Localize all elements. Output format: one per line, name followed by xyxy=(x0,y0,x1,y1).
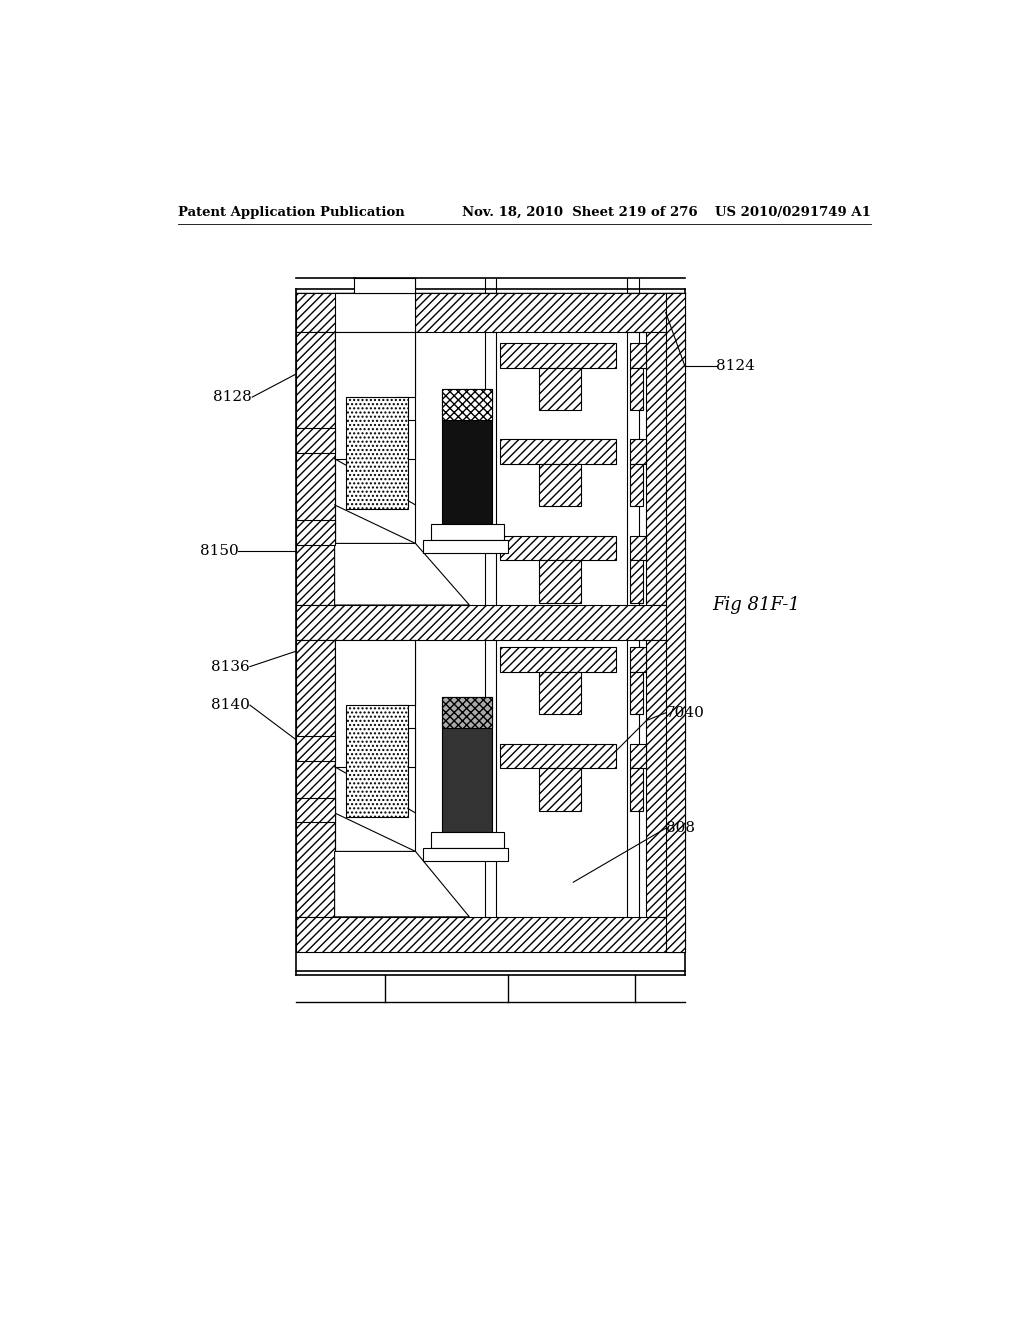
Bar xyxy=(539,768,581,810)
Bar xyxy=(423,540,508,553)
Polygon shape xyxy=(335,293,416,331)
Bar xyxy=(630,440,646,465)
Bar xyxy=(500,647,615,672)
Bar xyxy=(431,832,504,847)
Bar xyxy=(296,917,685,952)
Bar xyxy=(630,647,646,672)
Bar xyxy=(296,331,335,605)
Bar xyxy=(442,697,493,729)
Bar xyxy=(296,293,685,331)
Bar xyxy=(354,277,416,293)
Bar xyxy=(500,536,615,561)
Text: Patent Application Publication: Patent Application Publication xyxy=(178,206,406,219)
Bar xyxy=(630,672,643,714)
Text: 8140: 8140 xyxy=(211,698,250,711)
Bar xyxy=(335,640,646,917)
Text: 8128: 8128 xyxy=(213,391,252,404)
Text: 808: 808 xyxy=(666,821,694,836)
Bar xyxy=(539,672,581,714)
Bar xyxy=(539,368,581,411)
Bar xyxy=(423,847,508,862)
Bar xyxy=(346,397,408,508)
Bar xyxy=(630,536,646,561)
Bar xyxy=(646,331,685,605)
Text: 8136: 8136 xyxy=(211,660,250,673)
Bar xyxy=(296,428,335,453)
Bar xyxy=(630,343,646,368)
Polygon shape xyxy=(335,544,469,605)
Bar xyxy=(442,697,493,832)
Bar xyxy=(666,293,685,952)
Text: 7040: 7040 xyxy=(666,706,705,719)
Bar xyxy=(296,520,335,545)
Bar xyxy=(442,389,493,420)
Polygon shape xyxy=(335,640,416,767)
Bar xyxy=(500,440,615,465)
Bar xyxy=(539,560,581,603)
Text: Nov. 18, 2010  Sheet 219 of 276: Nov. 18, 2010 Sheet 219 of 276 xyxy=(462,206,697,219)
Bar xyxy=(646,640,685,917)
Bar xyxy=(335,331,646,605)
Bar xyxy=(630,560,643,603)
Bar xyxy=(630,768,643,810)
Bar xyxy=(296,640,335,917)
Polygon shape xyxy=(335,331,416,459)
Bar xyxy=(500,343,615,368)
Bar xyxy=(539,465,581,507)
Bar xyxy=(630,368,643,411)
Bar xyxy=(346,705,408,817)
Bar xyxy=(431,524,504,540)
Bar xyxy=(296,605,685,640)
Bar xyxy=(500,743,615,768)
Text: Fig 81F-1: Fig 81F-1 xyxy=(712,597,800,614)
Bar xyxy=(442,389,493,524)
Bar xyxy=(630,465,643,507)
Text: US 2010/0291749 A1: US 2010/0291749 A1 xyxy=(716,206,871,219)
Bar xyxy=(296,797,335,822)
Bar xyxy=(296,737,335,760)
Text: 8124: 8124 xyxy=(716,359,755,374)
Bar xyxy=(630,743,646,768)
Text: 8150: 8150 xyxy=(200,544,239,558)
Polygon shape xyxy=(335,851,469,917)
